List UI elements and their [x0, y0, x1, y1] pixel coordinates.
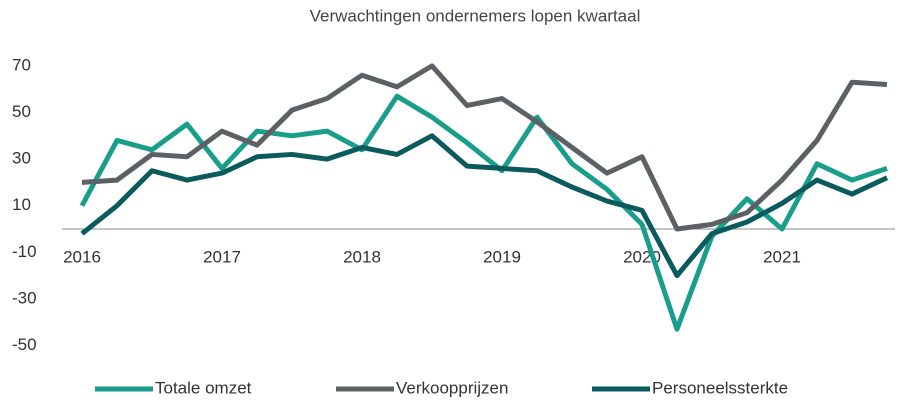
legend-label: Totale omzet [155, 378, 252, 397]
x-tick-label: 2017 [203, 247, 241, 266]
y-tick-label: 70 [12, 55, 31, 74]
legend-label: Verkoopprijzen [396, 378, 508, 397]
y-tick-label: 50 [12, 102, 31, 121]
x-tick-label: 2021 [763, 247, 801, 266]
x-tick-label: 2018 [343, 247, 381, 266]
y-tick-label: -10 [12, 242, 37, 261]
legend-label: Personeelssterkte [652, 378, 788, 397]
y-tick-label: 30 [12, 149, 31, 168]
line-series [79, 93, 888, 332]
y-tick-label: 10 [12, 195, 31, 214]
y-tick-label: -30 [12, 288, 37, 307]
x-tick-label: 2019 [483, 247, 521, 266]
x-tick-label: 2016 [63, 247, 101, 266]
y-tick-label: -50 [12, 335, 37, 354]
line-series [80, 133, 889, 279]
chart-title: Verwachtingen ondernemers lopen kwartaal [310, 6, 641, 25]
line-series [81, 63, 888, 232]
